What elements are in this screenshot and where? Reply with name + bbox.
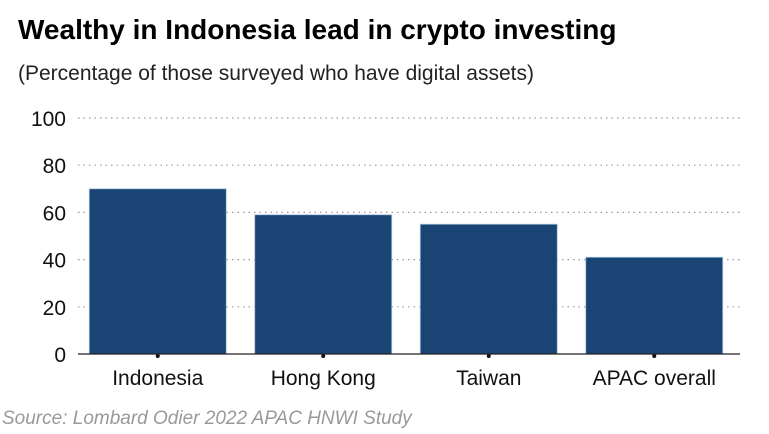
x-tick-label: APAC overall [593, 367, 716, 390]
x-tick-label: Indonesia [112, 367, 203, 390]
y-tick-label: 20 [43, 297, 66, 320]
bar-hong-kong [254, 214, 393, 355]
y-tick-label: 100 [31, 108, 66, 131]
bar-taiwan [419, 223, 558, 355]
source-note: Source: Lombard Odier 2022 APAC HNWI Stu… [2, 408, 412, 429]
x-tick-label: Hong Kong [271, 367, 376, 390]
y-tick-label: 60 [43, 202, 66, 225]
y-tick-label: 0 [54, 344, 66, 367]
bar-indonesia [88, 188, 227, 355]
x-tick [155, 354, 160, 358]
y-tick-label: 80 [43, 155, 66, 178]
bar-apac-overall [585, 256, 724, 355]
chart-subtitle: (Percentage of those surveyed who have d… [18, 62, 534, 85]
x-tick-label: Taiwan [456, 367, 521, 390]
chart-title: Wealthy in Indonesia lead in crypto inve… [18, 14, 617, 45]
x-tick [652, 354, 657, 358]
y-tick-label: 40 [43, 250, 66, 273]
x-tick [486, 354, 491, 358]
x-tick [321, 354, 326, 358]
